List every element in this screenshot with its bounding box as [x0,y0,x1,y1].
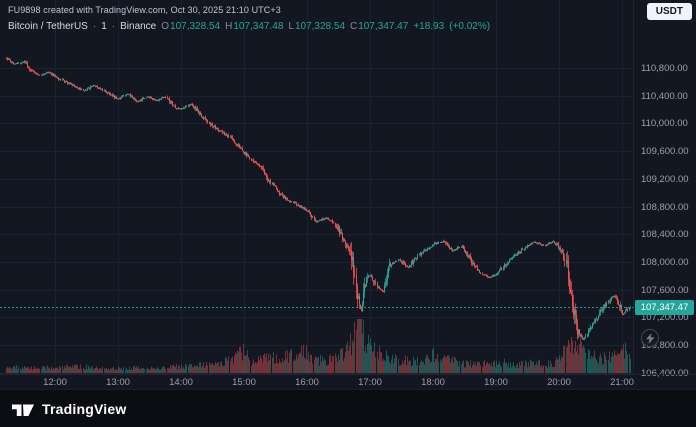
low-label: L [288,21,294,32]
time-axis-label: 20:00 [547,377,571,388]
candlestick-chart[interactable] [0,0,634,374]
time-axis-label: 19:00 [484,377,508,388]
last-price-badge: 107,347.47 [635,300,694,315]
time-axis-label: 13:00 [106,377,130,388]
legend-separator: · [111,21,116,32]
price-axis-label: 109,600.00 [641,146,689,158]
time-axis-label: 21:00 [610,377,634,388]
ohlc-high: H 107,347.48 [225,21,283,32]
tradingview-logo[interactable]: TradingView [12,401,126,417]
time-axis-label: 12:00 [43,377,67,388]
legend-separator: · [92,21,97,32]
price-axis-label: 110,800.00 [641,63,688,74]
price-axis-label: 108,400.00 [641,229,689,241]
close-value: 107,347.47 [358,21,409,32]
attribution-text: FU9898 created with TradingView.com, Oct… [8,5,281,15]
open-label: O [161,21,170,32]
ohlc-close: C 107,347.47 [350,21,408,32]
high-label: H [225,21,233,32]
time-axis-label: 18:00 [421,377,445,388]
chart-legend: Bitcoin / TetherUS · 1 · Binance O 107,32… [8,21,490,32]
price-axis-label: 108,800.00 [641,201,689,213]
price-axis-label: 107,200.00 [641,312,689,324]
tradingview-wordmark: TradingView [42,400,127,417]
close-label: C [350,21,358,32]
time-axis-label: 14:00 [169,377,193,388]
quick-trade-button[interactable] [641,329,659,347]
price-axis-label: 110,000.00 [641,118,688,130]
high-value: 107,347.48 [233,21,284,32]
ohlc-low: L 107,328.54 [288,21,345,32]
low-value: 107,328.54 [294,21,346,32]
price-axis-label: 108,000.00 [641,257,689,269]
tradingview-mark-icon [12,404,34,416]
time-axis-label: 15:00 [232,377,256,388]
price-axis-label: 110,400.00 [641,90,688,102]
interval-value[interactable]: 1 [101,21,107,32]
symbol-name[interactable]: Bitcoin / TetherUS [8,21,88,32]
time-axis-label: 17:00 [358,377,382,388]
exchange-name[interactable]: Binance [120,21,157,32]
change-percent: (+0.02%) [449,21,491,32]
price-axis-label: 106,800.00 [641,340,689,352]
chart-area: FU9898 created with TradingView.com, Oct… [0,0,696,391]
currency-button[interactable]: USDT [646,3,692,20]
time-axis[interactable]: 12:00 13:00 14:00 15:00 16:00 17:00 18:00 19:00… [0,374,696,391]
open-value: 107,328.54 [170,21,221,32]
footer-bar: TradingView [0,389,696,427]
change-value: +18.93 [413,21,445,32]
price-axis-label: 107,600.00 [641,284,689,296]
lightning-icon [645,332,655,344]
price-axis-label: 106,400.00 [641,367,689,379]
price-axis[interactable]: 110,800.00 110,400.00 110,000.00 109,600.00… [633,0,696,379]
price-axis-label: 109,200.00 [641,173,689,185]
ohlc-open: O 107,328.54 [161,21,220,32]
time-axis-label: 16:00 [295,377,319,388]
